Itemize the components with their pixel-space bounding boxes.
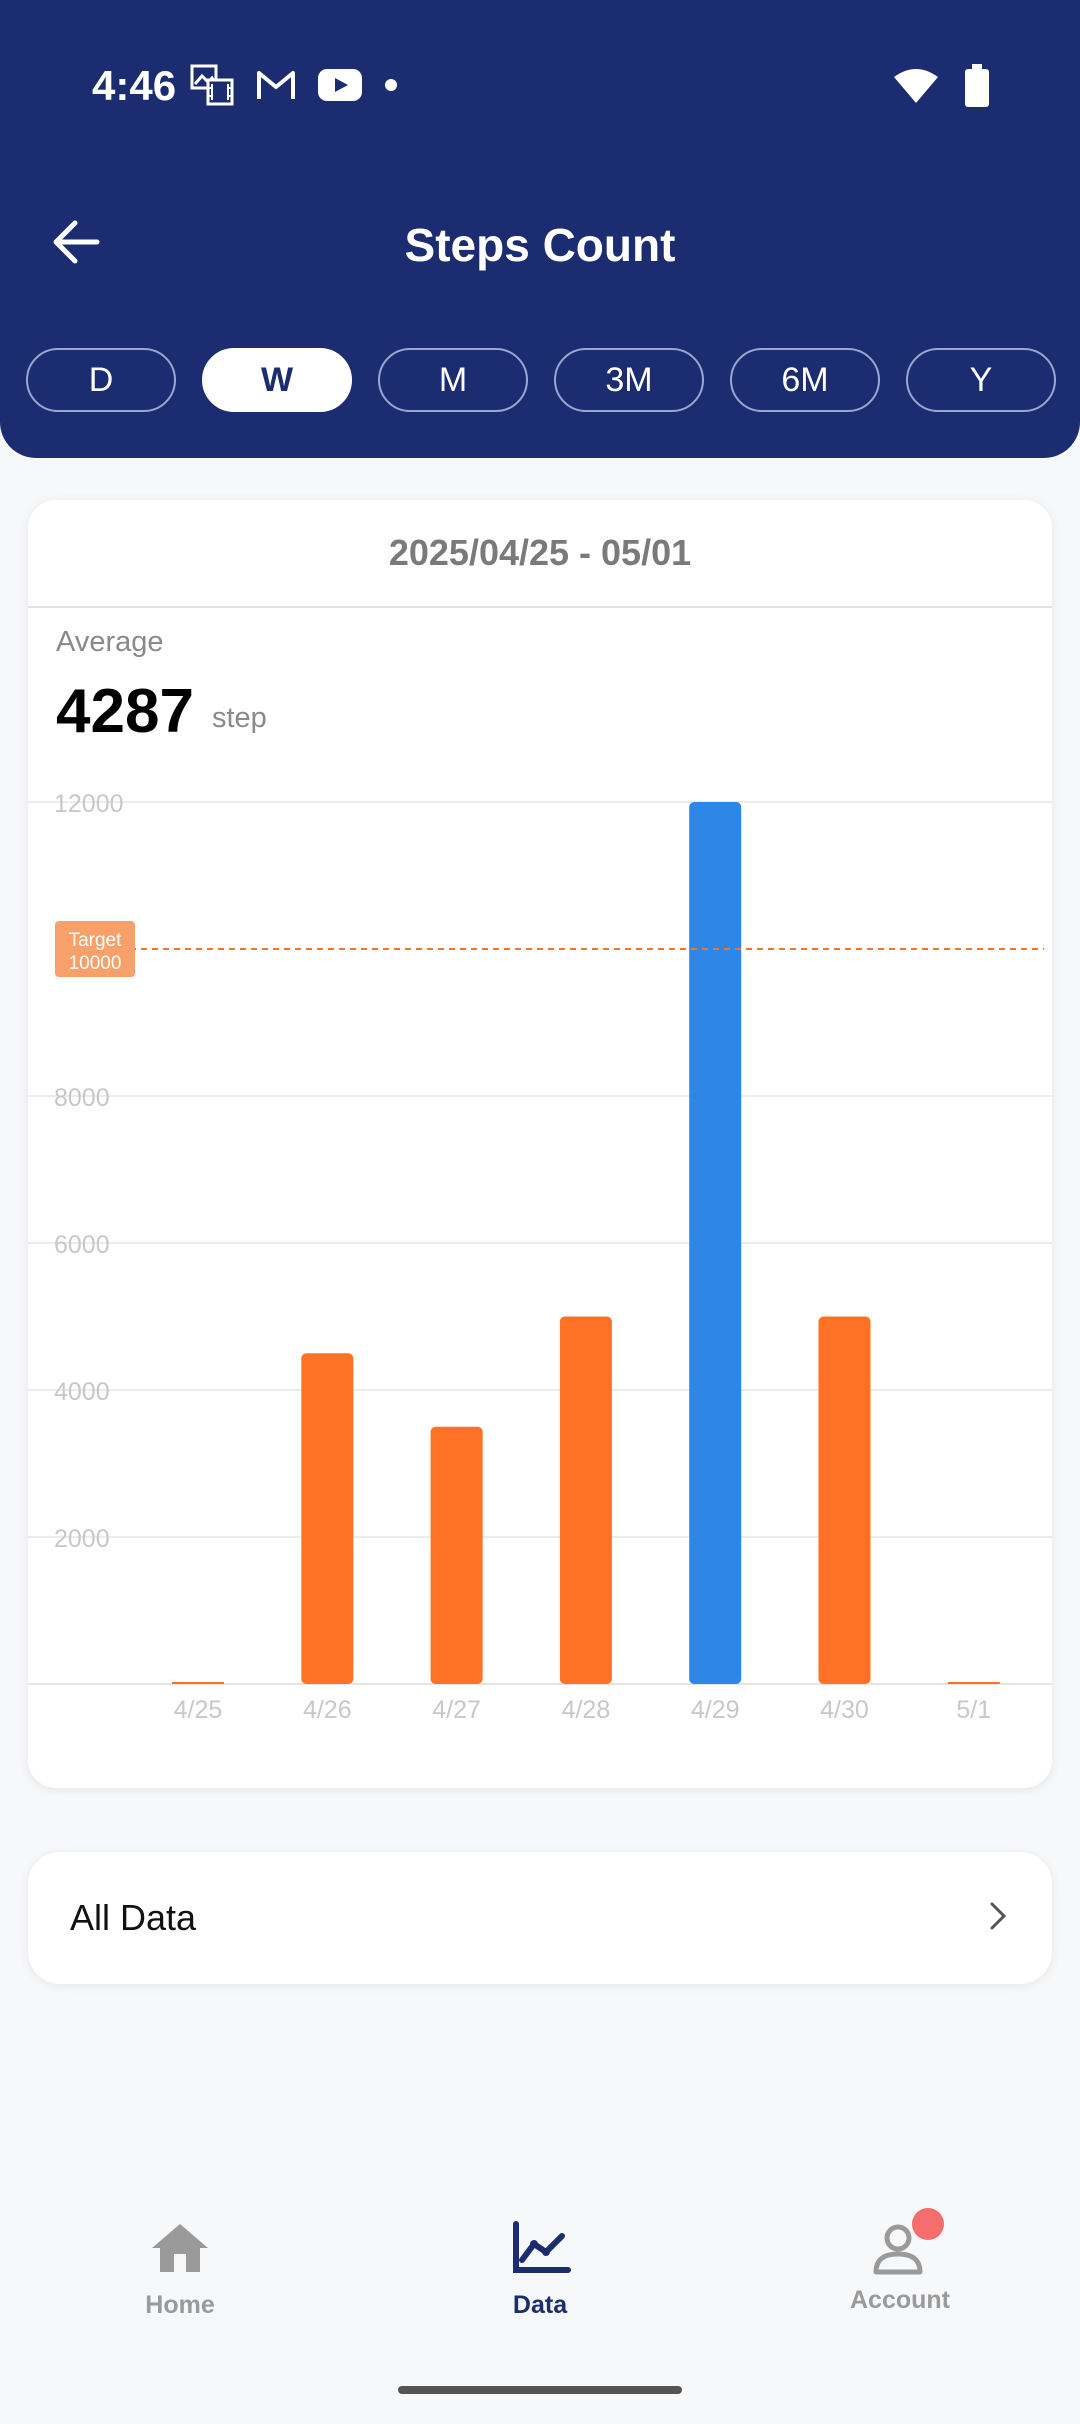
period-tabs: D W M 3M 6M Y (26, 348, 1056, 416)
date-range: 2025/04/25 - 05/01 (388, 532, 692, 573)
y-tick-label: 6000 (54, 1231, 110, 1259)
wifi-icon (892, 67, 940, 110)
tab-6-months[interactable]: 6M (730, 348, 880, 412)
app-header: 4:46 Steps Count D W M 3M 6M Y (0, 0, 1080, 458)
nav-item-account[interactable]: Account (780, 2208, 1020, 2380)
chart-icon (508, 2220, 572, 2281)
tab-week[interactable]: W (202, 348, 352, 412)
home-icon (148, 2220, 212, 2281)
x-tick-label: 4/28 (562, 1696, 611, 1724)
nav-label-data: Data (512, 2291, 568, 2319)
chart-bar (301, 1353, 354, 1684)
y-tick-label: 4000 (54, 1378, 110, 1406)
battery-icon (964, 64, 990, 113)
tab-month[interactable]: M (378, 348, 528, 412)
chart-bar (818, 1316, 871, 1684)
target-badge (55, 921, 135, 977)
x-tick-label: 4/29 (691, 1696, 740, 1724)
nav-label-account: Account (850, 2286, 950, 2314)
all-data-row[interactable]: All Data (28, 1852, 1052, 1984)
average-value: 4287 (56, 677, 194, 746)
account-icon (868, 2208, 944, 2276)
chart-bar (172, 1682, 224, 1684)
gmail-icon (256, 69, 296, 106)
target-label: Target (69, 930, 123, 951)
chart-bar (947, 1682, 1000, 1684)
bottom-nav: Home Data Account (0, 2208, 1080, 2380)
all-data-label: All Data (70, 1897, 197, 1938)
chart-bar (559, 1316, 612, 1684)
nav-item-home[interactable]: Home (60, 2220, 300, 2380)
status-right-icons (892, 64, 990, 113)
status-left-icons (190, 64, 398, 111)
page-title: Steps Count (404, 219, 676, 271)
home-indicator (398, 2386, 682, 2394)
status-time: 4:46 (92, 62, 177, 109)
tab-year[interactable]: Y (906, 348, 1056, 412)
y-tick-label: 12000 (54, 790, 124, 818)
youtube-icon (318, 69, 362, 106)
chart-bar (430, 1426, 483, 1684)
tab-3-months[interactable]: 3M (554, 348, 704, 412)
gallery-icon (190, 64, 234, 111)
nav-item-data[interactable]: Data (420, 2220, 660, 2380)
tab-day[interactable]: D (26, 348, 176, 412)
y-tick-label: 8000 (54, 1084, 110, 1112)
card-divider (28, 606, 1052, 608)
average-label: Average (56, 626, 164, 658)
steps-bar-chart: 12000 8000 6000 4000 2000 4/25 4/26 4/27 4/28 4/2… (28, 790, 1052, 1724)
x-tick-label: 4/26 (303, 1696, 352, 1724)
x-tick-label: 4/25 (174, 1696, 223, 1724)
average-unit: step (212, 702, 267, 734)
chevron-right-icon (988, 1900, 1010, 1937)
x-tick-label: 4/27 (432, 1696, 481, 1724)
back-button[interactable] (46, 214, 106, 274)
nav-label-home: Home (145, 2291, 215, 2319)
y-tick-label: 2000 (54, 1525, 110, 1553)
notification-badge (912, 2208, 944, 2240)
x-tick-label: 4/30 (820, 1696, 869, 1724)
steps-summary-card: 2025/04/25 - 05/01 Average 4287 step 120… (28, 500, 1052, 1788)
dot-icon (384, 78, 398, 97)
arrow-left-icon (51, 219, 101, 270)
chart-bar (689, 802, 742, 1684)
x-tick-label: 5/1 (956, 1696, 991, 1724)
target-value-label: 10000 (69, 953, 122, 974)
